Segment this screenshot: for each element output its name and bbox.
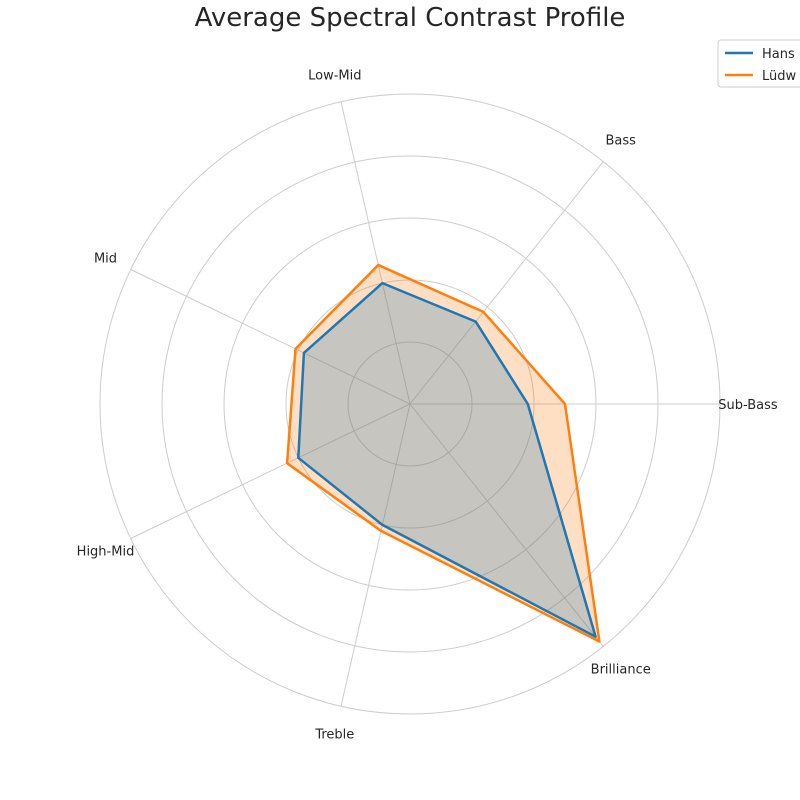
spoke-high-mid <box>130 403 411 539</box>
radar-grid <box>99 93 721 715</box>
axis-label-sub-bass: Sub-Bass <box>718 398 778 413</box>
legend-label-ludw: Lüdw <box>762 69 797 84</box>
axis-label-high-mid: High-Mid <box>77 545 135 560</box>
legend[interactable]: Hans Lüdw <box>717 39 800 88</box>
axis-label-bass: Bass <box>605 134 636 149</box>
spoke-bass <box>409 161 604 405</box>
axis-labels: Sub-Bass Bass Low-Mid Mid High-Mid Treble Bril… <box>77 69 778 743</box>
series-area-l-dw <box>287 265 600 642</box>
axis-label-brilliance: Brilliance <box>591 662 651 677</box>
series-line-l-dw <box>285 263 601 643</box>
series-layer <box>285 263 601 643</box>
series-area-hans <box>298 283 596 637</box>
axis-label-low-mid: Low-Mid <box>308 69 361 84</box>
legend-label-hans: Hans <box>762 47 795 62</box>
spoke-mid <box>130 269 411 405</box>
chart-title: Average Spectral Contrast Profile <box>195 3 626 33</box>
spoke-brilliance <box>409 403 604 647</box>
axis-label-treble: Treble <box>314 728 354 743</box>
spoke-low-mid <box>340 101 411 405</box>
series-line-hans <box>297 281 597 638</box>
spoke-treble <box>340 403 411 707</box>
axis-label-mid: Mid <box>94 251 117 266</box>
